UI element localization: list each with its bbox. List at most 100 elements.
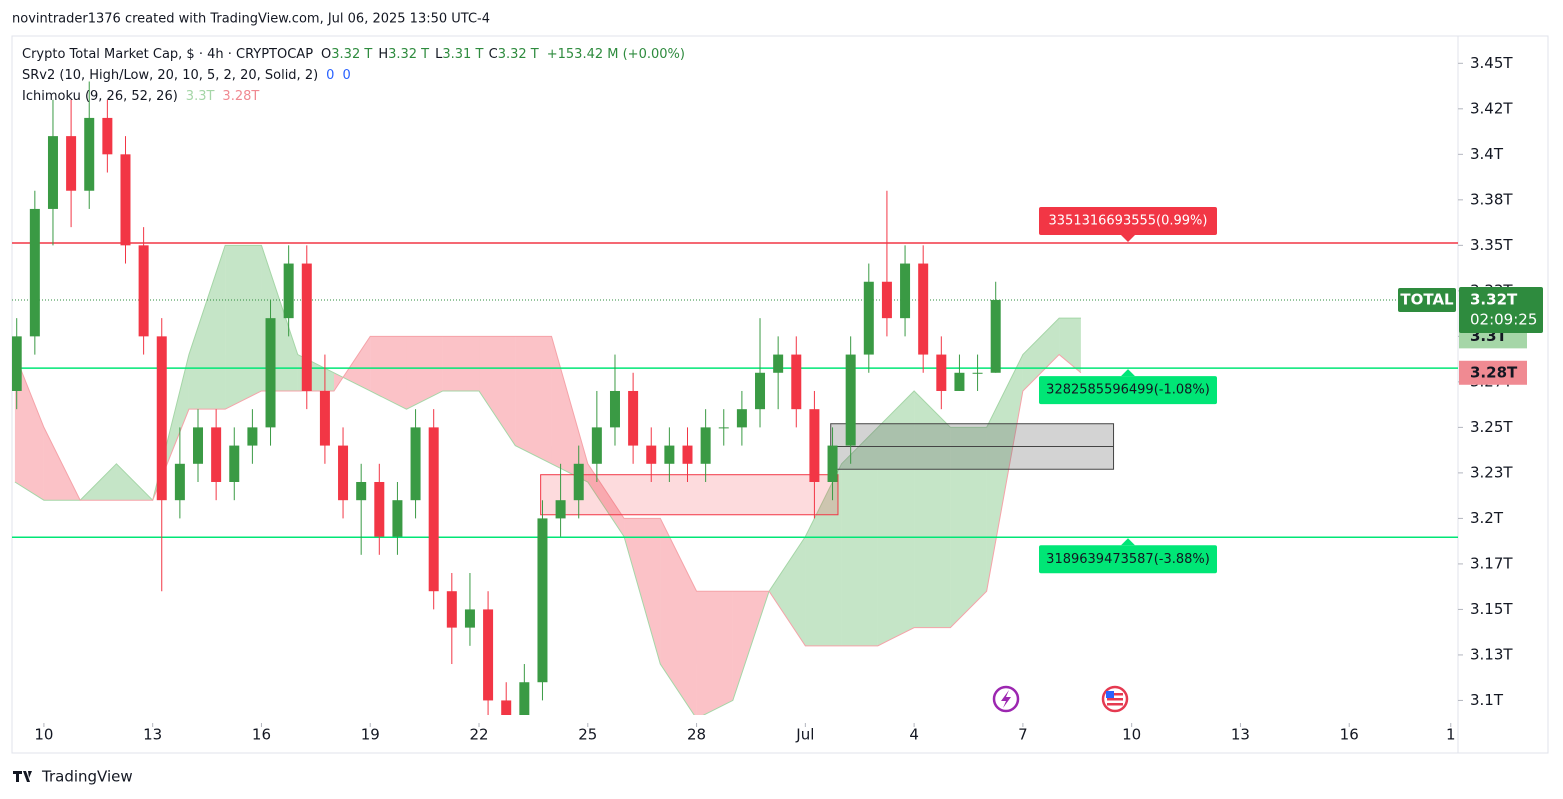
cloud-segment bbox=[14, 354, 44, 501]
ohlc-value: 3.32 T bbox=[498, 47, 539, 62]
candle-body bbox=[374, 481, 385, 537]
ohlc-key: H bbox=[378, 47, 388, 62]
y-tick-label: 3.2T bbox=[1470, 509, 1504, 527]
tv-logo bbox=[13, 771, 32, 782]
candle-body bbox=[12, 336, 22, 391]
ohlc-value: 3.32 T bbox=[331, 47, 372, 62]
x-tick-label: 10 bbox=[1122, 726, 1141, 744]
candle-body bbox=[193, 427, 204, 464]
ohlc-key: C bbox=[489, 47, 498, 62]
x-tick-label: Jul bbox=[795, 726, 814, 744]
cloud-price-box bbox=[1459, 360, 1527, 385]
cloud-segment bbox=[370, 336, 407, 410]
candle-body bbox=[174, 463, 185, 501]
candle-body bbox=[338, 445, 349, 501]
indicator-value: 3.3T bbox=[186, 89, 215, 104]
ohlc-value: 3.31 T bbox=[442, 47, 483, 62]
candle-body bbox=[827, 445, 838, 482]
candle-body bbox=[265, 318, 276, 428]
cloud-segment bbox=[660, 518, 697, 715]
candle-body bbox=[156, 336, 167, 501]
y-tick-label: 3.15T bbox=[1470, 600, 1513, 618]
y-tick-label: 3.13T bbox=[1470, 645, 1513, 663]
cloud-segment bbox=[986, 354, 1023, 592]
candle-body bbox=[428, 427, 439, 592]
level-label-pointer bbox=[1121, 538, 1135, 546]
change: +153.42 M (+0.00%) bbox=[547, 47, 685, 62]
candle-body bbox=[936, 354, 947, 391]
candle-body bbox=[845, 354, 856, 446]
candle-body bbox=[718, 427, 729, 429]
x-tick-label: 28 bbox=[687, 726, 706, 744]
candle-body bbox=[283, 263, 294, 319]
candle-body bbox=[809, 409, 820, 482]
x-tick-label: 13 bbox=[1231, 726, 1250, 744]
level-label-pointer bbox=[1121, 234, 1135, 242]
footer-brand: TradingView bbox=[41, 768, 133, 786]
zone bbox=[540, 474, 839, 516]
cloud-segment bbox=[1022, 318, 1060, 391]
icon-lightning[interactable] bbox=[992, 685, 1020, 713]
ohlc-key: O bbox=[321, 47, 331, 62]
level-label-box bbox=[1039, 376, 1217, 405]
indicator-name: SRv2 (10, High/Low, 20, 10, 5, 2, 20, So… bbox=[22, 68, 318, 83]
candle-body bbox=[501, 700, 512, 715]
cloud-segment bbox=[225, 245, 262, 410]
candle-body bbox=[229, 445, 240, 482]
candle-body bbox=[736, 409, 747, 428]
candle-body bbox=[102, 117, 113, 155]
x-tick-label: 10 bbox=[34, 726, 53, 744]
candle-body bbox=[573, 463, 584, 501]
candle-body bbox=[120, 154, 131, 246]
candle-body bbox=[990, 299, 1001, 373]
candle-body bbox=[66, 136, 77, 191]
candle-body bbox=[356, 481, 367, 501]
cloud-segment bbox=[950, 427, 987, 628]
candle-body bbox=[519, 682, 530, 715]
candle-body bbox=[464, 609, 475, 628]
candle-body bbox=[591, 427, 602, 464]
symbol: Crypto Total Market Cap, $ · 4h · CRYPTO… bbox=[22, 47, 313, 62]
cloud-segment bbox=[769, 536, 806, 646]
indicator-line: SRv2 (10, High/Low, 20, 10, 5, 2, 20, So… bbox=[22, 68, 351, 83]
level-label: 3282585596499(-1.08%) bbox=[1046, 383, 1210, 398]
candle-body bbox=[47, 136, 58, 209]
cloud-segment bbox=[515, 336, 552, 464]
y-tick-label: 3.45T bbox=[1470, 54, 1513, 72]
y-tick-label: 3.23T bbox=[1470, 463, 1513, 481]
candle-body bbox=[483, 609, 494, 701]
candle-body bbox=[664, 445, 675, 464]
candle-body bbox=[247, 427, 258, 446]
attribution: novintrader1376 created with TradingView… bbox=[12, 12, 490, 27]
candle-body bbox=[773, 354, 784, 373]
candle-body bbox=[138, 245, 149, 337]
level-label-box bbox=[1039, 545, 1217, 574]
x-tick-label: 7 bbox=[1018, 726, 1028, 744]
level-label: 3351316693555(0.99%) bbox=[1049, 213, 1208, 228]
indicator-value: 0 bbox=[342, 68, 350, 83]
axes: 3.1T3.13T3.15T3.17T3.2T3.23T3.25T3.27T3.… bbox=[34, 54, 1543, 744]
candle-body bbox=[628, 390, 639, 446]
x-tick-label: 4 bbox=[909, 726, 919, 744]
ohlc-key: L bbox=[435, 47, 443, 62]
last-price: 3.32T bbox=[1470, 290, 1518, 308]
candle-body bbox=[211, 427, 222, 482]
cloud-span_b bbox=[14, 335, 1082, 647]
cloud-price-label: 3.28T bbox=[1470, 363, 1518, 381]
level-label: 3189639473587(-3.88%) bbox=[1046, 552, 1210, 567]
candle-body bbox=[972, 372, 983, 374]
candle-body bbox=[392, 500, 403, 537]
candle-body bbox=[446, 591, 457, 628]
icon-flag[interactable] bbox=[1101, 685, 1129, 713]
candle-body bbox=[682, 445, 693, 464]
cloud-segment bbox=[479, 336, 516, 446]
level-label-box bbox=[1039, 206, 1217, 235]
cloud-segment bbox=[696, 591, 733, 715]
y-tick-label: 3.1T bbox=[1470, 691, 1504, 709]
plot bbox=[12, 81, 1458, 715]
indicator-value: 3.28T bbox=[222, 89, 259, 104]
candle-body bbox=[84, 117, 95, 191]
candle-body bbox=[646, 445, 657, 464]
cloud-segment bbox=[914, 390, 951, 628]
